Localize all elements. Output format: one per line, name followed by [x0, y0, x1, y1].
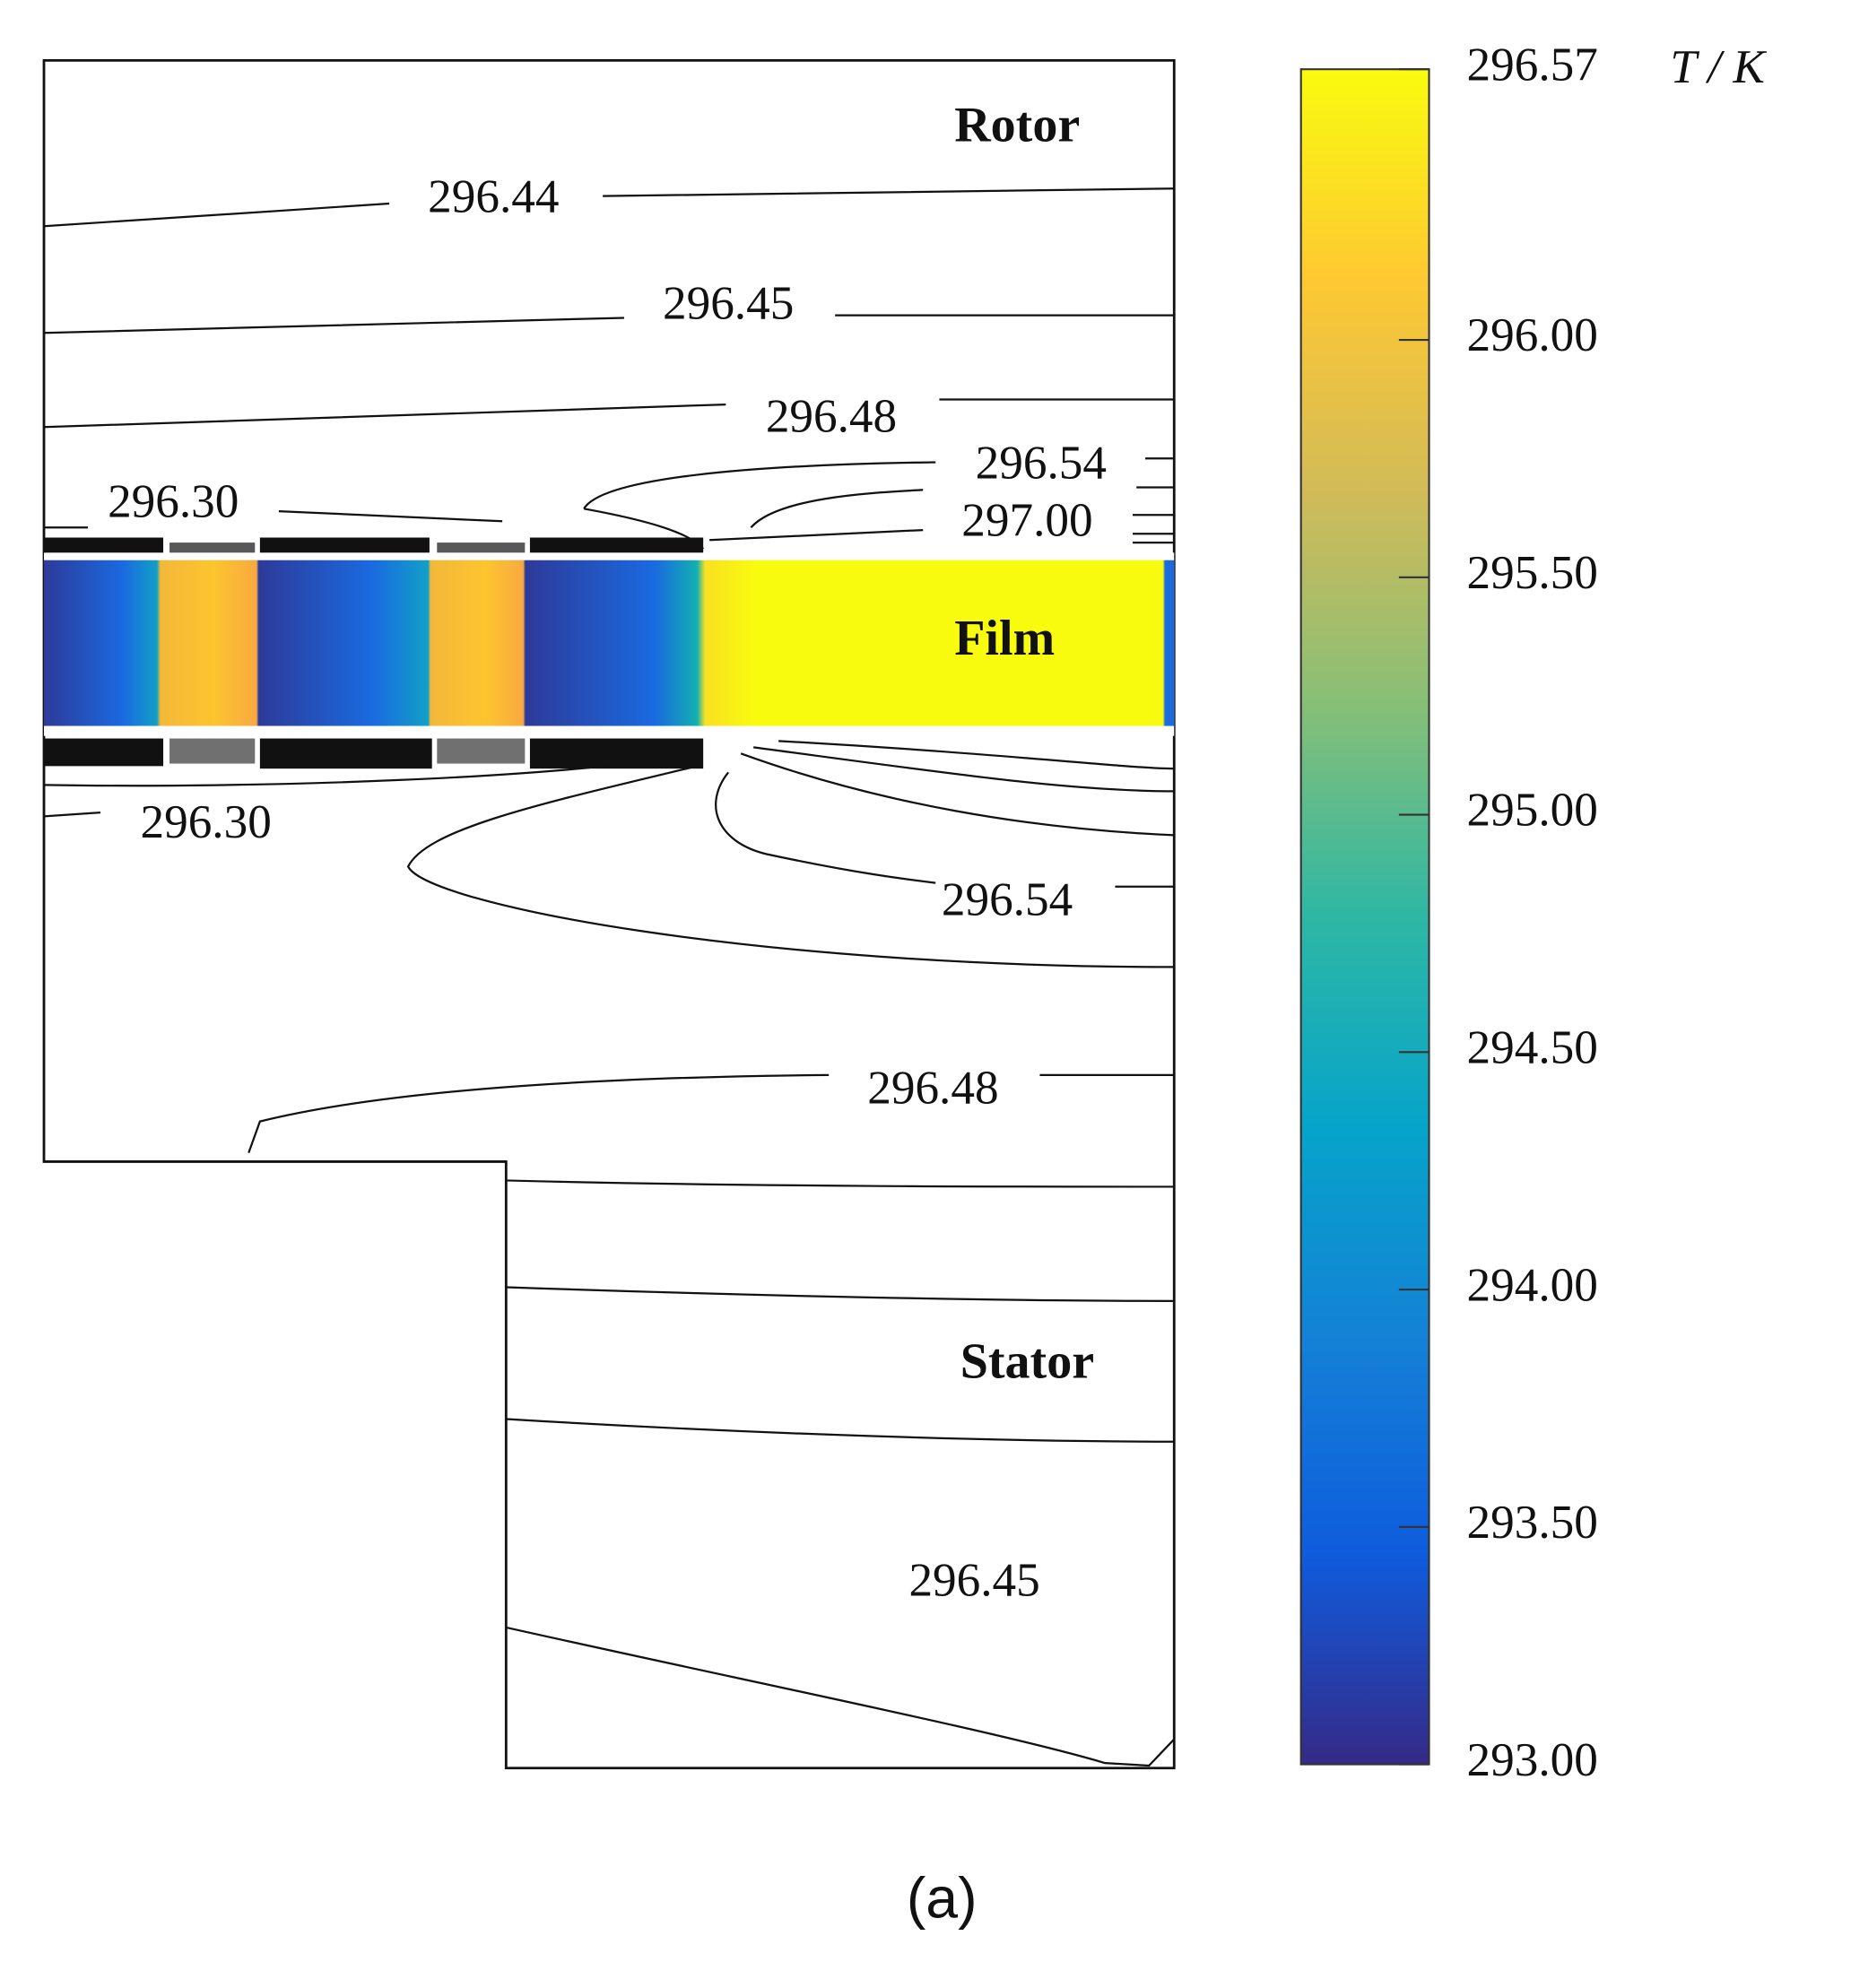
contour-label: 296.54 [942, 873, 1073, 926]
colorbar-tick-label: 296.00 [1467, 308, 1598, 361]
film-field [44, 560, 1175, 726]
contour-label: 296.45 [908, 1554, 1039, 1607]
region-label: Film [954, 611, 1055, 666]
region-label: Rotor [954, 97, 1080, 152]
contour-label: 296.48 [766, 389, 897, 442]
contour-label: 296.30 [108, 475, 239, 528]
contour-label: 296.45 [663, 276, 794, 329]
colorbar-tick-label: 293.00 [1467, 1733, 1598, 1786]
colorbar-tick-label: 296.57 [1467, 38, 1598, 91]
colorbar-label: T / K [1670, 40, 1767, 93]
contour-label: 297.00 [961, 494, 1092, 547]
caption: (a) [907, 1866, 978, 1931]
colorbar-tick-label: 293.50 [1467, 1496, 1598, 1549]
domain-outline [42, 58, 1176, 1770]
colorbar-tick-label: 294.50 [1467, 1021, 1598, 1074]
region-label: Stator [960, 1334, 1094, 1390]
contour-label: 296.54 [976, 436, 1107, 489]
colorbar-tick-label: 295.00 [1467, 784, 1598, 837]
contour-lines [43, 187, 1176, 1767]
contour-label: 296.44 [428, 169, 559, 222]
colorbar-tick-label: 295.50 [1467, 546, 1598, 599]
contour-label: 296.48 [867, 1062, 998, 1115]
colorbar [1299, 68, 1430, 1766]
dense-contours [44, 537, 704, 769]
colorbar-tick-label: 294.00 [1467, 1258, 1598, 1311]
contour-label: 296.30 [140, 795, 271, 848]
